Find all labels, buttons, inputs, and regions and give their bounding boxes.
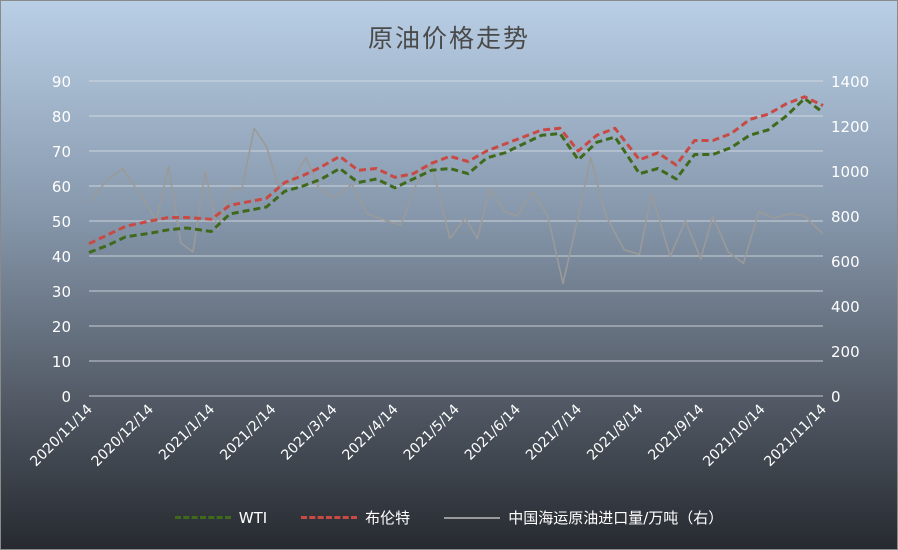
y-left-tick-label: 90 — [52, 73, 71, 91]
x-tick-label: 2021/2/14 — [217, 401, 279, 463]
y-left-tick-label: 20 — [52, 318, 71, 336]
legend-label: 布伦特 — [365, 509, 411, 527]
y-left-tick-label: 60 — [52, 178, 71, 196]
legend-label: WTI — [238, 508, 268, 527]
y-left-tick-label: 10 — [52, 353, 71, 371]
x-tick-label: 2021/1/14 — [156, 401, 218, 463]
y-right-tick-label: 200 — [831, 343, 860, 361]
x-tick-label: 2020/11/14 — [27, 401, 95, 469]
x-tick-label: 2021/7/14 — [523, 401, 585, 463]
x-tick-label: 2021/8/14 — [584, 401, 646, 463]
x-tick-label: 2021/11/14 — [761, 401, 829, 469]
x-tick-label: 2020/12/14 — [89, 401, 157, 469]
series-line-2 — [88, 95, 824, 246]
chart-title: 原油价格走势 — [367, 24, 530, 53]
y-right-tick-label: 1000 — [831, 163, 869, 181]
x-tick-label: 2021/5/14 — [401, 401, 463, 463]
x-tick-label: 2021/4/14 — [340, 401, 402, 463]
legend-swatch — [444, 516, 501, 519]
y-right-tick-label: 0 — [831, 388, 841, 406]
y-left-tick-label: 30 — [52, 283, 71, 301]
y-left-tick-label: 80 — [52, 108, 71, 126]
legend-swatch — [174, 516, 231, 519]
x-tick-label: 2021/10/14 — [700, 401, 768, 469]
legend: WTI 布伦特 中国海运原油进口量/万吨（右） — [1, 507, 897, 528]
legend-item: 中国海运原油进口量/万吨（右） — [444, 507, 723, 528]
x-tick-label: 2021/9/14 — [645, 401, 707, 463]
legend-label: 中国海运原油进口量/万吨（右） — [508, 509, 724, 527]
x-tick-label: 2021/3/14 — [278, 401, 340, 463]
x-tick-label: 2021/6/14 — [462, 401, 524, 463]
y-right-tick-label: 800 — [831, 208, 860, 226]
legend-swatch — [301, 516, 358, 519]
series-line-3 — [88, 127, 824, 285]
y-left-tick-label: 70 — [52, 143, 71, 161]
legend-item: 布伦特 — [301, 507, 410, 528]
y-right-tick-label: 600 — [831, 253, 860, 271]
series-line-1 — [88, 97, 824, 254]
y-right-tick-label: 1400 — [831, 73, 869, 91]
legend-item: WTI — [174, 507, 268, 528]
y-right-tick-label: 400 — [831, 298, 860, 316]
y-right-tick-label: 1200 — [831, 118, 869, 136]
y-left-tick-label: 40 — [52, 248, 71, 266]
y-left-tick-label: 50 — [52, 213, 71, 231]
y-left-tick-label: 0 — [61, 388, 71, 406]
